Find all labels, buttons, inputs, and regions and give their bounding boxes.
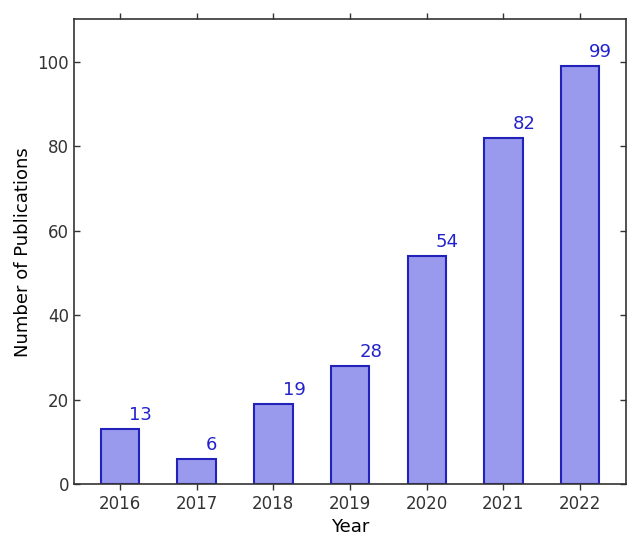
- Bar: [408, 256, 446, 484]
- Bar: [561, 66, 599, 484]
- Bar: [254, 404, 292, 484]
- Text: 54: 54: [436, 233, 459, 251]
- Text: 28: 28: [359, 343, 382, 361]
- Bar: [177, 459, 216, 484]
- Bar: [484, 138, 523, 484]
- Text: 13: 13: [129, 406, 152, 424]
- Bar: [100, 429, 139, 484]
- Text: 99: 99: [589, 43, 612, 61]
- Text: 6: 6: [206, 436, 217, 454]
- Text: 82: 82: [513, 114, 536, 133]
- Bar: [331, 366, 369, 484]
- Y-axis label: Number of Publications: Number of Publications: [14, 147, 32, 356]
- X-axis label: Year: Year: [331, 518, 369, 536]
- Text: 19: 19: [282, 381, 305, 399]
